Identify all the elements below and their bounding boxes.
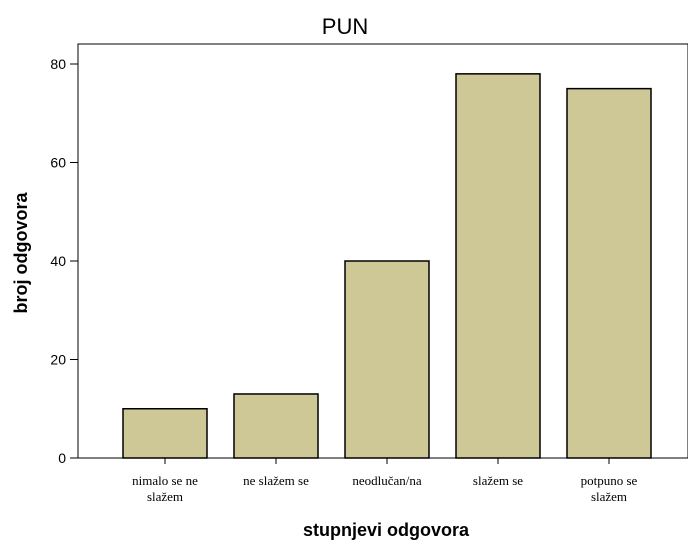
x-category-label-line: slažem se [473,473,523,488]
y-tick-label: 20 [50,352,66,368]
bar [344,260,430,459]
x-category-label-line: neodlučan/na [352,473,422,488]
x-category-label: slažem se [473,473,523,488]
x-category-label: neodlučan/na [352,473,422,488]
bar [233,393,319,459]
x-axis-label: stupnjevi odgovora [303,520,470,540]
x-category-label: potpuno se slažem [581,473,638,504]
bars [122,73,652,459]
y-tick-label: 0 [58,450,66,466]
x-category-label-line: slažem [591,489,627,504]
chart-title: PUN [322,14,368,39]
x-category-label: ne slažem se [243,473,309,488]
y-axis: 0 20 40 60 80 [50,56,78,466]
y-tick-label: 80 [50,56,66,72]
y-tick-label: 40 [50,253,66,269]
x-category-label-line: ne slažem se [243,473,309,488]
x-category-label-line: potpuno se [581,473,638,488]
y-axis-label: broj odgovora [11,192,31,314]
bar [566,87,652,459]
bar [455,73,541,459]
y-tick-label: 60 [50,155,66,171]
x-category-label-line: nimalo se ne [132,473,198,488]
x-category-label-line: slažem [147,489,183,504]
x-category-label: nimalo se ne slažem [132,473,198,504]
bar [122,408,208,459]
